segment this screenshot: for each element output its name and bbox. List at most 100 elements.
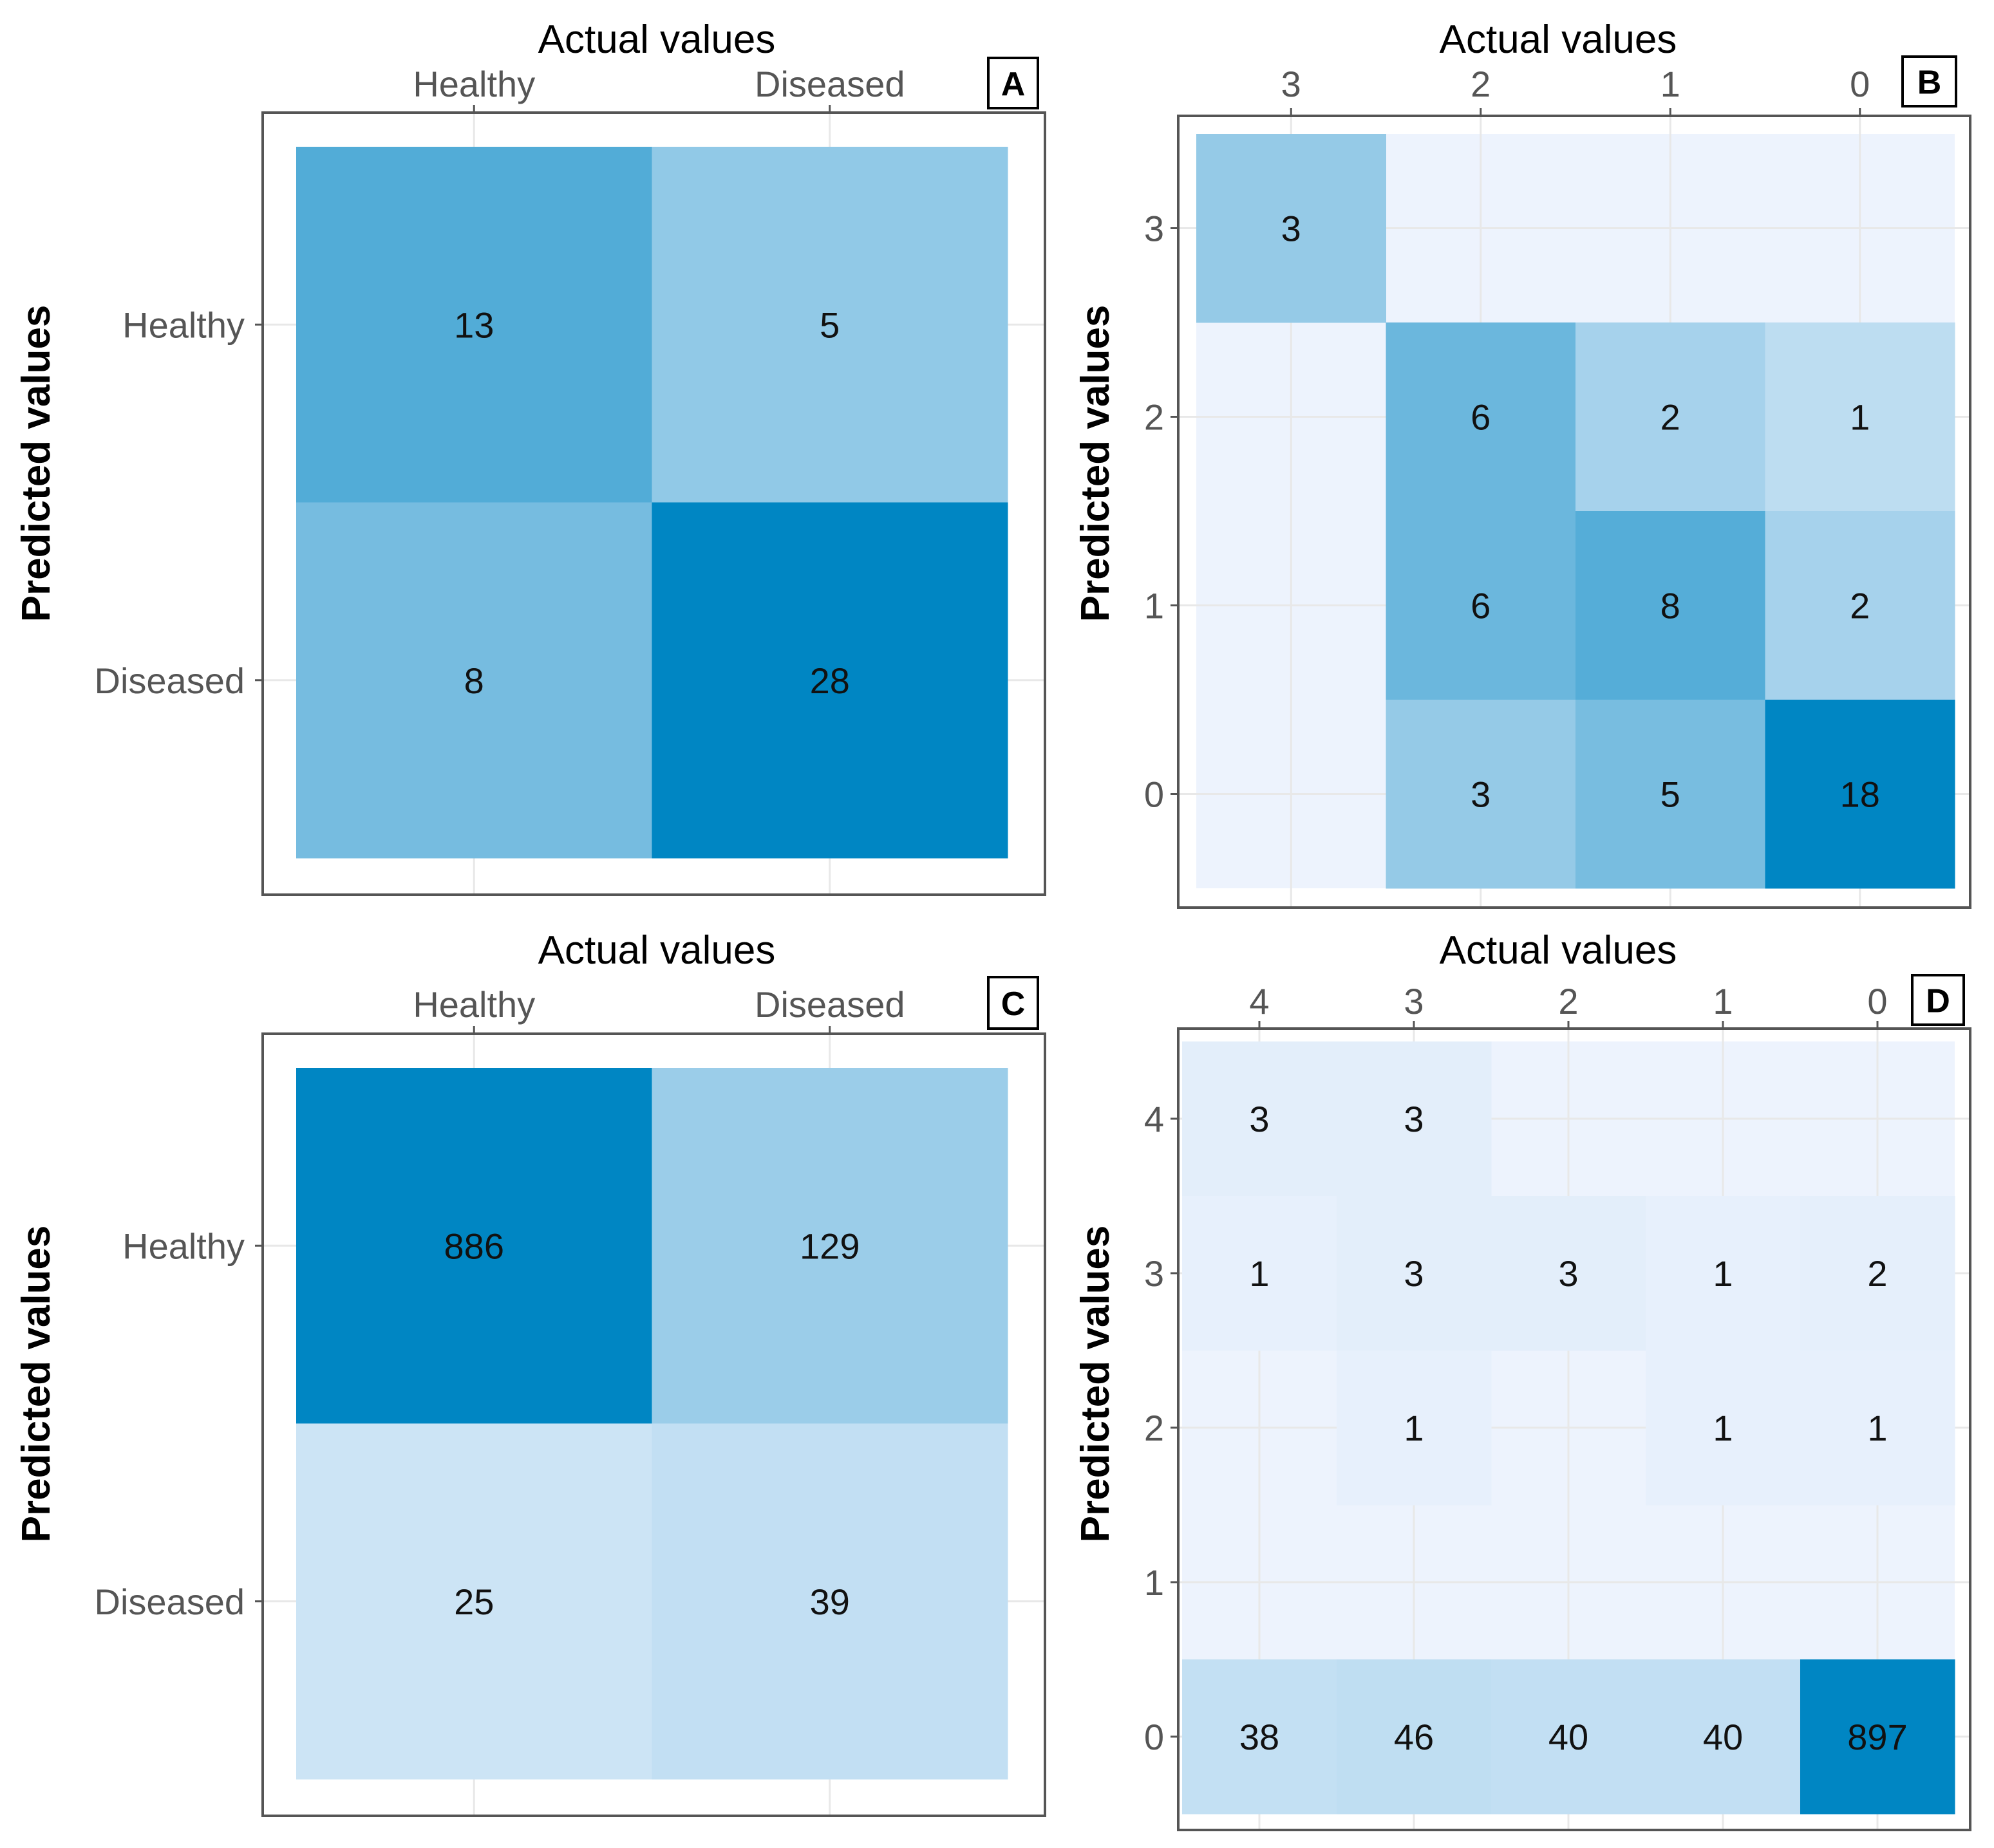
cell-value-label: 40 — [1548, 1717, 1588, 1757]
y-tick-label: 0 — [1144, 774, 1164, 815]
cell-value-label: 39 — [810, 1582, 850, 1622]
heatmap-cell — [1337, 1350, 1492, 1506]
heatmap-cell — [296, 1423, 652, 1780]
cell-value-label: 1 — [1249, 1253, 1269, 1294]
panel-badge-letter: B — [1917, 64, 1942, 102]
heatmap-cell — [1182, 1196, 1337, 1351]
y-tick-label: Healthy — [122, 1226, 245, 1266]
heatmap-cell — [1182, 1041, 1337, 1197]
x-tick-label: 4 — [1249, 981, 1269, 1022]
y-tick-label: 3 — [1144, 209, 1164, 249]
y-tick-label: 2 — [1144, 1408, 1164, 1448]
y-tick-label: Healthy — [122, 304, 245, 345]
x-tick-label: Healthy — [413, 64, 535, 104]
y-tick-label: 4 — [1144, 1099, 1164, 1139]
heatmap-cell — [652, 502, 1008, 859]
x-tick-label: 1 — [1713, 981, 1733, 1022]
heatmap-cell — [1491, 1196, 1646, 1351]
x-axis-title: Actual values — [538, 17, 776, 62]
heatmap-cell — [1646, 1196, 1801, 1351]
heatmap-cell — [1575, 322, 1765, 512]
cell-value-label: 1 — [1713, 1408, 1733, 1448]
y-tick-label: 1 — [1144, 1562, 1164, 1603]
panel-c: 886 129 25 39 Healthy Diseased Healthy Diseased… — [14, 928, 1046, 1817]
x-axis-title: Actual values — [1440, 928, 1677, 973]
cell-value-label: 3 — [1404, 1099, 1424, 1139]
panel-badge-box — [987, 976, 1039, 1030]
panel-badge-letter: A — [1001, 66, 1026, 103]
cell-value-label: 18 — [1840, 774, 1880, 815]
heatmap-cell — [1800, 1196, 1955, 1351]
heatmap-cell — [1800, 1350, 1955, 1506]
heatmap-cell — [1386, 322, 1576, 512]
heatmap-cell — [296, 147, 652, 503]
heatmap-cell — [1386, 511, 1576, 700]
panel-badge-box — [987, 57, 1039, 109]
y-axis-title: Predicted values — [1073, 305, 1118, 622]
cell-value-label: 38 — [1239, 1717, 1279, 1757]
cell-value-label: 1 — [1850, 397, 1870, 438]
panel-badge-letter: D — [1926, 983, 1950, 1020]
x-tick-label: 3 — [1404, 981, 1424, 1022]
cell-value-label: 1 — [1713, 1253, 1733, 1294]
cell-value-label: 8 — [464, 660, 484, 701]
cell-value-label: 8 — [1660, 586, 1680, 626]
cell-value-label: 5 — [820, 304, 840, 345]
y-tick-label: Diseased — [95, 660, 245, 701]
panel-badge-box — [1911, 974, 1965, 1026]
y-axis-title: Predicted values — [14, 1226, 59, 1543]
cell-value-label: 1 — [1867, 1408, 1887, 1448]
cell-value-label: 25 — [454, 1582, 494, 1622]
cell-value-label: 129 — [800, 1226, 860, 1266]
cell-value-label: 1 — [1404, 1408, 1424, 1448]
heatmap-cell — [1765, 322, 1955, 512]
heatmap-cell — [1491, 1659, 1646, 1815]
heatmap-cell — [1337, 1659, 1492, 1815]
x-tick-label: Diseased — [755, 984, 905, 1025]
heatmap-cell — [1337, 1196, 1492, 1351]
heatmap-cell — [652, 1423, 1008, 1780]
heatmap-cell — [1196, 134, 1386, 323]
heatmap-cell — [1646, 1350, 1801, 1506]
heatmap-cell — [296, 1068, 652, 1424]
heatmap-cell — [1386, 700, 1576, 889]
cell-value-label: 46 — [1394, 1717, 1434, 1757]
panel-frame — [1177, 115, 1971, 909]
heatmap-cell — [652, 147, 1008, 503]
cell-value-label: 28 — [810, 660, 850, 701]
heatmap-cell — [1765, 511, 1955, 700]
x-tick-label: 1 — [1660, 64, 1680, 104]
cell-value-label: 6 — [1471, 397, 1491, 438]
heatmap-cell — [652, 1068, 1008, 1424]
cell-value-label: 897 — [1847, 1717, 1907, 1757]
cell-value-label: 5 — [1660, 774, 1680, 815]
x-tick-label: 3 — [1281, 64, 1301, 104]
y-tick-label: 2 — [1144, 397, 1164, 438]
cell-value-label: 2 — [1660, 397, 1680, 438]
heatmap-cell — [1337, 1041, 1492, 1197]
x-tick-label: 0 — [1850, 64, 1870, 104]
y-tick-label: 0 — [1144, 1717, 1164, 1757]
x-tick-label: 0 — [1867, 981, 1887, 1022]
panel-frame — [261, 1032, 1046, 1817]
cell-value-label: 40 — [1703, 1717, 1743, 1757]
heatmap-cell — [296, 502, 652, 859]
x-tick-label: Healthy — [413, 984, 535, 1025]
heatmap-cell — [1575, 700, 1765, 889]
cell-value-label: 3 — [1471, 774, 1491, 815]
cell-value-label: 13 — [454, 304, 494, 345]
panel-d: 3 3 1 3 3 1 2 1 1 1 38 46 40 40 897 4 3 2 1 0 4 3 2 1 0 Actual va… — [1073, 928, 1971, 1831]
x-axis-title: Actual values — [538, 928, 776, 973]
x-axis-title: Actual values — [1440, 17, 1677, 62]
cell-value-label: 6 — [1471, 586, 1491, 626]
panel-badge-box — [1901, 55, 1957, 107]
cell-value-label: 2 — [1867, 1253, 1887, 1294]
x-tick-label: 2 — [1471, 64, 1491, 104]
y-tick-label: Diseased — [95, 1582, 245, 1622]
y-axis-title: Predicted values — [1073, 1226, 1118, 1543]
panel-frame — [261, 111, 1046, 896]
cell-value-label: 3 — [1249, 1099, 1269, 1139]
panel-b: 3 6 2 1 6 8 2 3 5 18 3 2 1 0 3 2 1 0 Actual values Predicte… — [1073, 17, 1971, 909]
